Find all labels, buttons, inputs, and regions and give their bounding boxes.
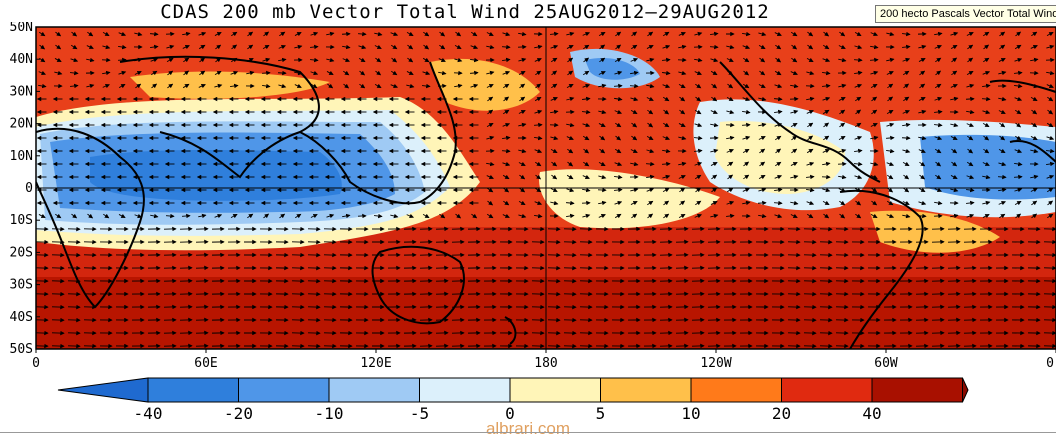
- wind-vector: [1014, 177, 1022, 178]
- colorbar-segment: [329, 378, 420, 402]
- colorbar-segment: [691, 378, 782, 402]
- watermark: albrari.com: [0, 419, 1056, 439]
- longitude-labels: 0 60E 120E 180 120W 60W 0: [32, 349, 1056, 371]
- wind-vector: [614, 86, 622, 87]
- colorbar-segment: [782, 378, 873, 402]
- colorbar-segment: [872, 378, 963, 402]
- longitude-label: 60W: [874, 356, 898, 371]
- latitude-label: 30N: [10, 84, 33, 99]
- longitude-label: 120W: [700, 356, 731, 371]
- latitude-label: 20S: [10, 245, 33, 260]
- colorbar-arrow-right: [963, 378, 969, 402]
- map-field: [36, 27, 1056, 349]
- wind-vector: [886, 138, 894, 139]
- wind-vector: [966, 99, 974, 100]
- wind-vector: [870, 60, 878, 61]
- longitude-label: 0: [32, 356, 40, 371]
- wind-vector: [342, 34, 350, 35]
- wind-vector: [630, 86, 638, 87]
- wind-vector: [182, 216, 190, 217]
- wind-vector: [662, 164, 670, 165]
- latitude-label: 40N: [10, 52, 33, 67]
- latitude-label: 50N: [10, 22, 33, 35]
- latitude-label: 10S: [10, 213, 33, 228]
- tooltip: 200 hecto Pascals Vector Total Wind: [875, 5, 1056, 23]
- latitude-label: 20N: [10, 117, 33, 132]
- latitude-label: 30S: [10, 278, 33, 293]
- wind-vector: [758, 203, 766, 204]
- divider: [0, 432, 1056, 433]
- colorbar-segment: [601, 378, 692, 402]
- chart-title: CDAS 200 mb Vector Total Wind 25AUG2012—…: [0, 1, 930, 23]
- wind-map: 50N 40N 30N 20N 10N 0 10S 20S 30S 40S 50S 0 60E 120E…: [0, 22, 1056, 374]
- colorbar-segment: [420, 378, 511, 402]
- colorbar-segment: [148, 378, 239, 402]
- latitude-label: 40S: [10, 310, 33, 325]
- wind-vector: [166, 216, 174, 217]
- colorbar-segments: [58, 378, 968, 402]
- longitude-label: 60E: [194, 356, 217, 371]
- wind-vector: [278, 73, 286, 74]
- colorbar-arrow-left: [58, 378, 148, 402]
- colorbar-segment: [510, 378, 601, 402]
- latitude-label: 10N: [10, 149, 33, 164]
- longitude-label: 180: [534, 356, 557, 371]
- wind-vector: [998, 177, 1006, 178]
- wind-vector: [854, 60, 862, 61]
- wind-vector: [262, 73, 270, 74]
- wind-vector: [358, 34, 366, 35]
- longitude-label: 120E: [360, 356, 391, 371]
- wind-vector: [902, 138, 910, 139]
- wind-vector: [646, 164, 654, 165]
- latitude-label: 0: [25, 181, 33, 196]
- longitude-label: 0: [1046, 356, 1054, 371]
- latitude-label: 50S: [10, 342, 33, 357]
- colorbar-segment: [239, 378, 330, 402]
